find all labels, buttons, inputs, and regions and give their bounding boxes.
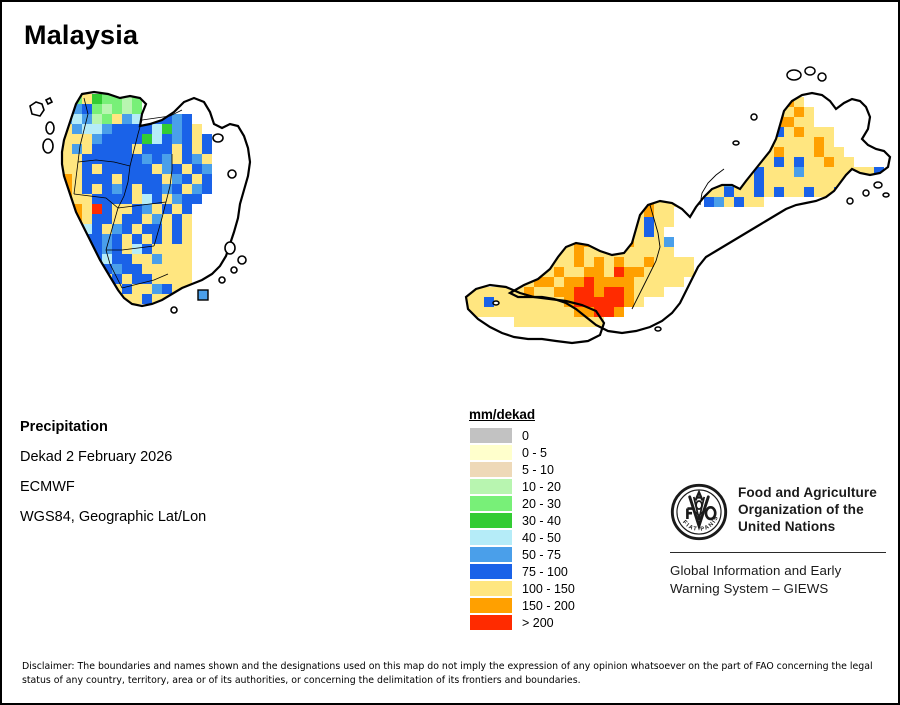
coastline-borneo [464, 91, 892, 345]
legend-entry: 0 - 5 [470, 444, 575, 461]
fao-divider [670, 552, 886, 553]
fao-organization-name: Food and Agriculture Organization of the U… [738, 485, 877, 534]
legend-label: 20 - 30 [522, 496, 561, 511]
map-east-malaysia-borneo[interactable] [454, 57, 898, 362]
legend-label: 40 - 50 [522, 530, 561, 545]
legend-label: > 200 [522, 615, 554, 630]
legend-swatch [470, 428, 512, 443]
map-legend: mm/dekad 0 0 - 5 5 - 10 10 - 20 20 - 30 30 - … [469, 407, 575, 631]
legend-label: 5 - 10 [522, 462, 554, 477]
fao-logo-icon: FIAT PANIS [670, 483, 728, 541]
page-title: Malaysia [24, 20, 139, 50]
internal-boundaries-borneo [631, 168, 725, 310]
legend-entry: 100 - 150 [470, 580, 575, 597]
legend-entry: 5 - 10 [470, 461, 575, 478]
legend-label: 50 - 75 [522, 547, 561, 562]
islands-peninsular [29, 96, 247, 314]
legend-swatch [470, 581, 512, 596]
legend-entry: 40 - 50 [470, 529, 575, 546]
legend-label: 10 - 20 [522, 479, 561, 494]
legend-label: 100 - 150 [522, 581, 575, 596]
legend-swatch [470, 615, 512, 630]
legend-label: 150 - 200 [522, 598, 575, 613]
legend-label: 0 - 5 [522, 445, 548, 460]
legend-label: 0 [522, 428, 529, 443]
legend-rows: 0 0 - 5 5 - 10 10 - 20 20 - 30 30 - 40 40 - 50… [470, 427, 575, 631]
info-variable: Precipitation [20, 419, 108, 435]
legend-swatch [470, 445, 512, 460]
legend-label: 75 - 100 [522, 564, 568, 579]
legend-swatch [470, 564, 512, 579]
info-projection: WGS84, Geographic Lat/Lon [20, 509, 207, 525]
fao-branding-block: FIAT PANIS Food and Agriculture Organizat… [670, 482, 886, 598]
legend-swatch [470, 513, 512, 528]
legend-entry: 150 - 200 [470, 597, 575, 614]
legend-title: mm/dekad [469, 407, 535, 422]
island-cell-highlight [197, 289, 209, 301]
state-boundaries-peninsular [73, 97, 183, 289]
legend-swatch [470, 479, 512, 494]
legend-label: 30 - 40 [522, 513, 561, 528]
map-info-block: Precipitation Dekad 2 February 2026 ECMW… [20, 412, 206, 532]
legend-entry: 20 - 30 [470, 495, 575, 512]
precip-raster-peninsular [62, 94, 212, 304]
legend-entry: > 200 [470, 614, 575, 631]
legend-swatch [470, 547, 512, 562]
info-period: Dekad 2 February 2026 [20, 449, 173, 465]
info-source: ECMWF [20, 479, 75, 495]
legend-entry: 30 - 40 [470, 512, 575, 529]
legend-swatch [470, 598, 512, 613]
coastline-peninsular [60, 90, 252, 308]
legend-entry: 50 - 75 [470, 546, 575, 563]
legend-entry: 75 - 100 [470, 563, 575, 580]
disclaimer-text: Disclaimer: The boundaries and names sho… [22, 661, 873, 686]
map-peninsular-malaysia[interactable] [22, 84, 292, 324]
legend-swatch [470, 530, 512, 545]
legend-swatch [470, 462, 512, 477]
legend-entry: 0 [470, 427, 575, 444]
precip-raster-borneo [466, 93, 884, 327]
legend-swatch [470, 496, 512, 511]
islands-borneo [492, 66, 890, 332]
legend-entry: 10 - 20 [470, 478, 575, 495]
fao-programme-name: Global Information and Early Warning Syst… [670, 563, 842, 596]
